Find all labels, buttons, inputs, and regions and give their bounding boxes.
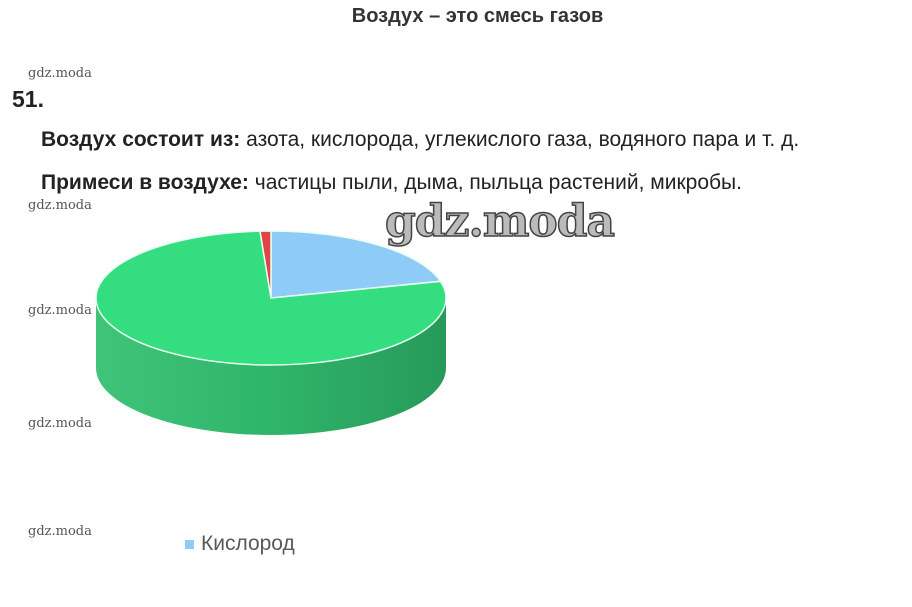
watermark: gdz.moda: [28, 303, 92, 318]
composition-label: Воздух состоит из:: [41, 128, 241, 151]
legend-swatch: [185, 539, 194, 549]
impurities-text: частицы пыли, дыма, пыльца растений, мик…: [248, 171, 742, 194]
watermark-large: gdz.moda: [384, 195, 616, 248]
watermark: gdz.moda: [28, 524, 92, 539]
task-number: 51.: [12, 86, 44, 112]
watermark: gdz.moda: [28, 66, 92, 81]
pie-slice-2: [259, 230, 272, 299]
watermark: gdz.moda: [28, 198, 92, 213]
composition-line: Воздух состоит из: азота, кислорода, угл…: [41, 128, 799, 152]
page-title: Воздух – это смесь газов: [351, 5, 604, 27]
impurities-line: Примеси в воздухе: частицы пыли, дыма, п…: [41, 171, 742, 195]
pie-slice-0: [270, 230, 442, 299]
pie-side: [96, 298, 446, 435]
legend-label: Кислород: [201, 532, 295, 555]
composition-text: азота, кислорода, углекислого газа, водя…: [240, 128, 800, 151]
chart-legend: Кислород: [185, 532, 295, 556]
pie-slice-1: [95, 230, 447, 366]
impurities-label: Примеси в воздухе:: [41, 171, 249, 194]
watermark: gdz.moda: [28, 416, 92, 431]
